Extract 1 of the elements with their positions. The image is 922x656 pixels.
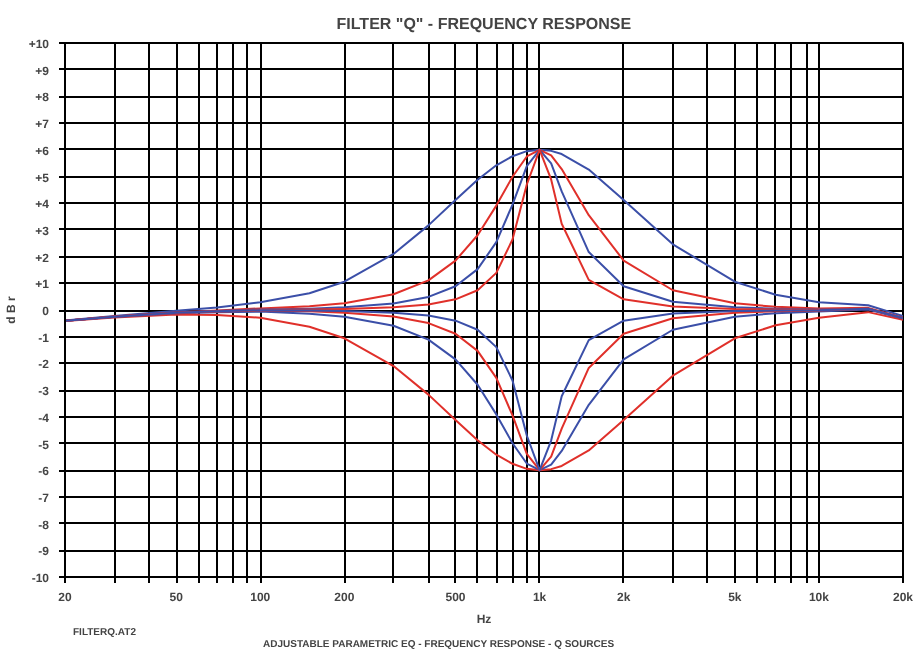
chart-title: FILTER "Q" - FREQUENCY RESPONSE [336,15,633,33]
